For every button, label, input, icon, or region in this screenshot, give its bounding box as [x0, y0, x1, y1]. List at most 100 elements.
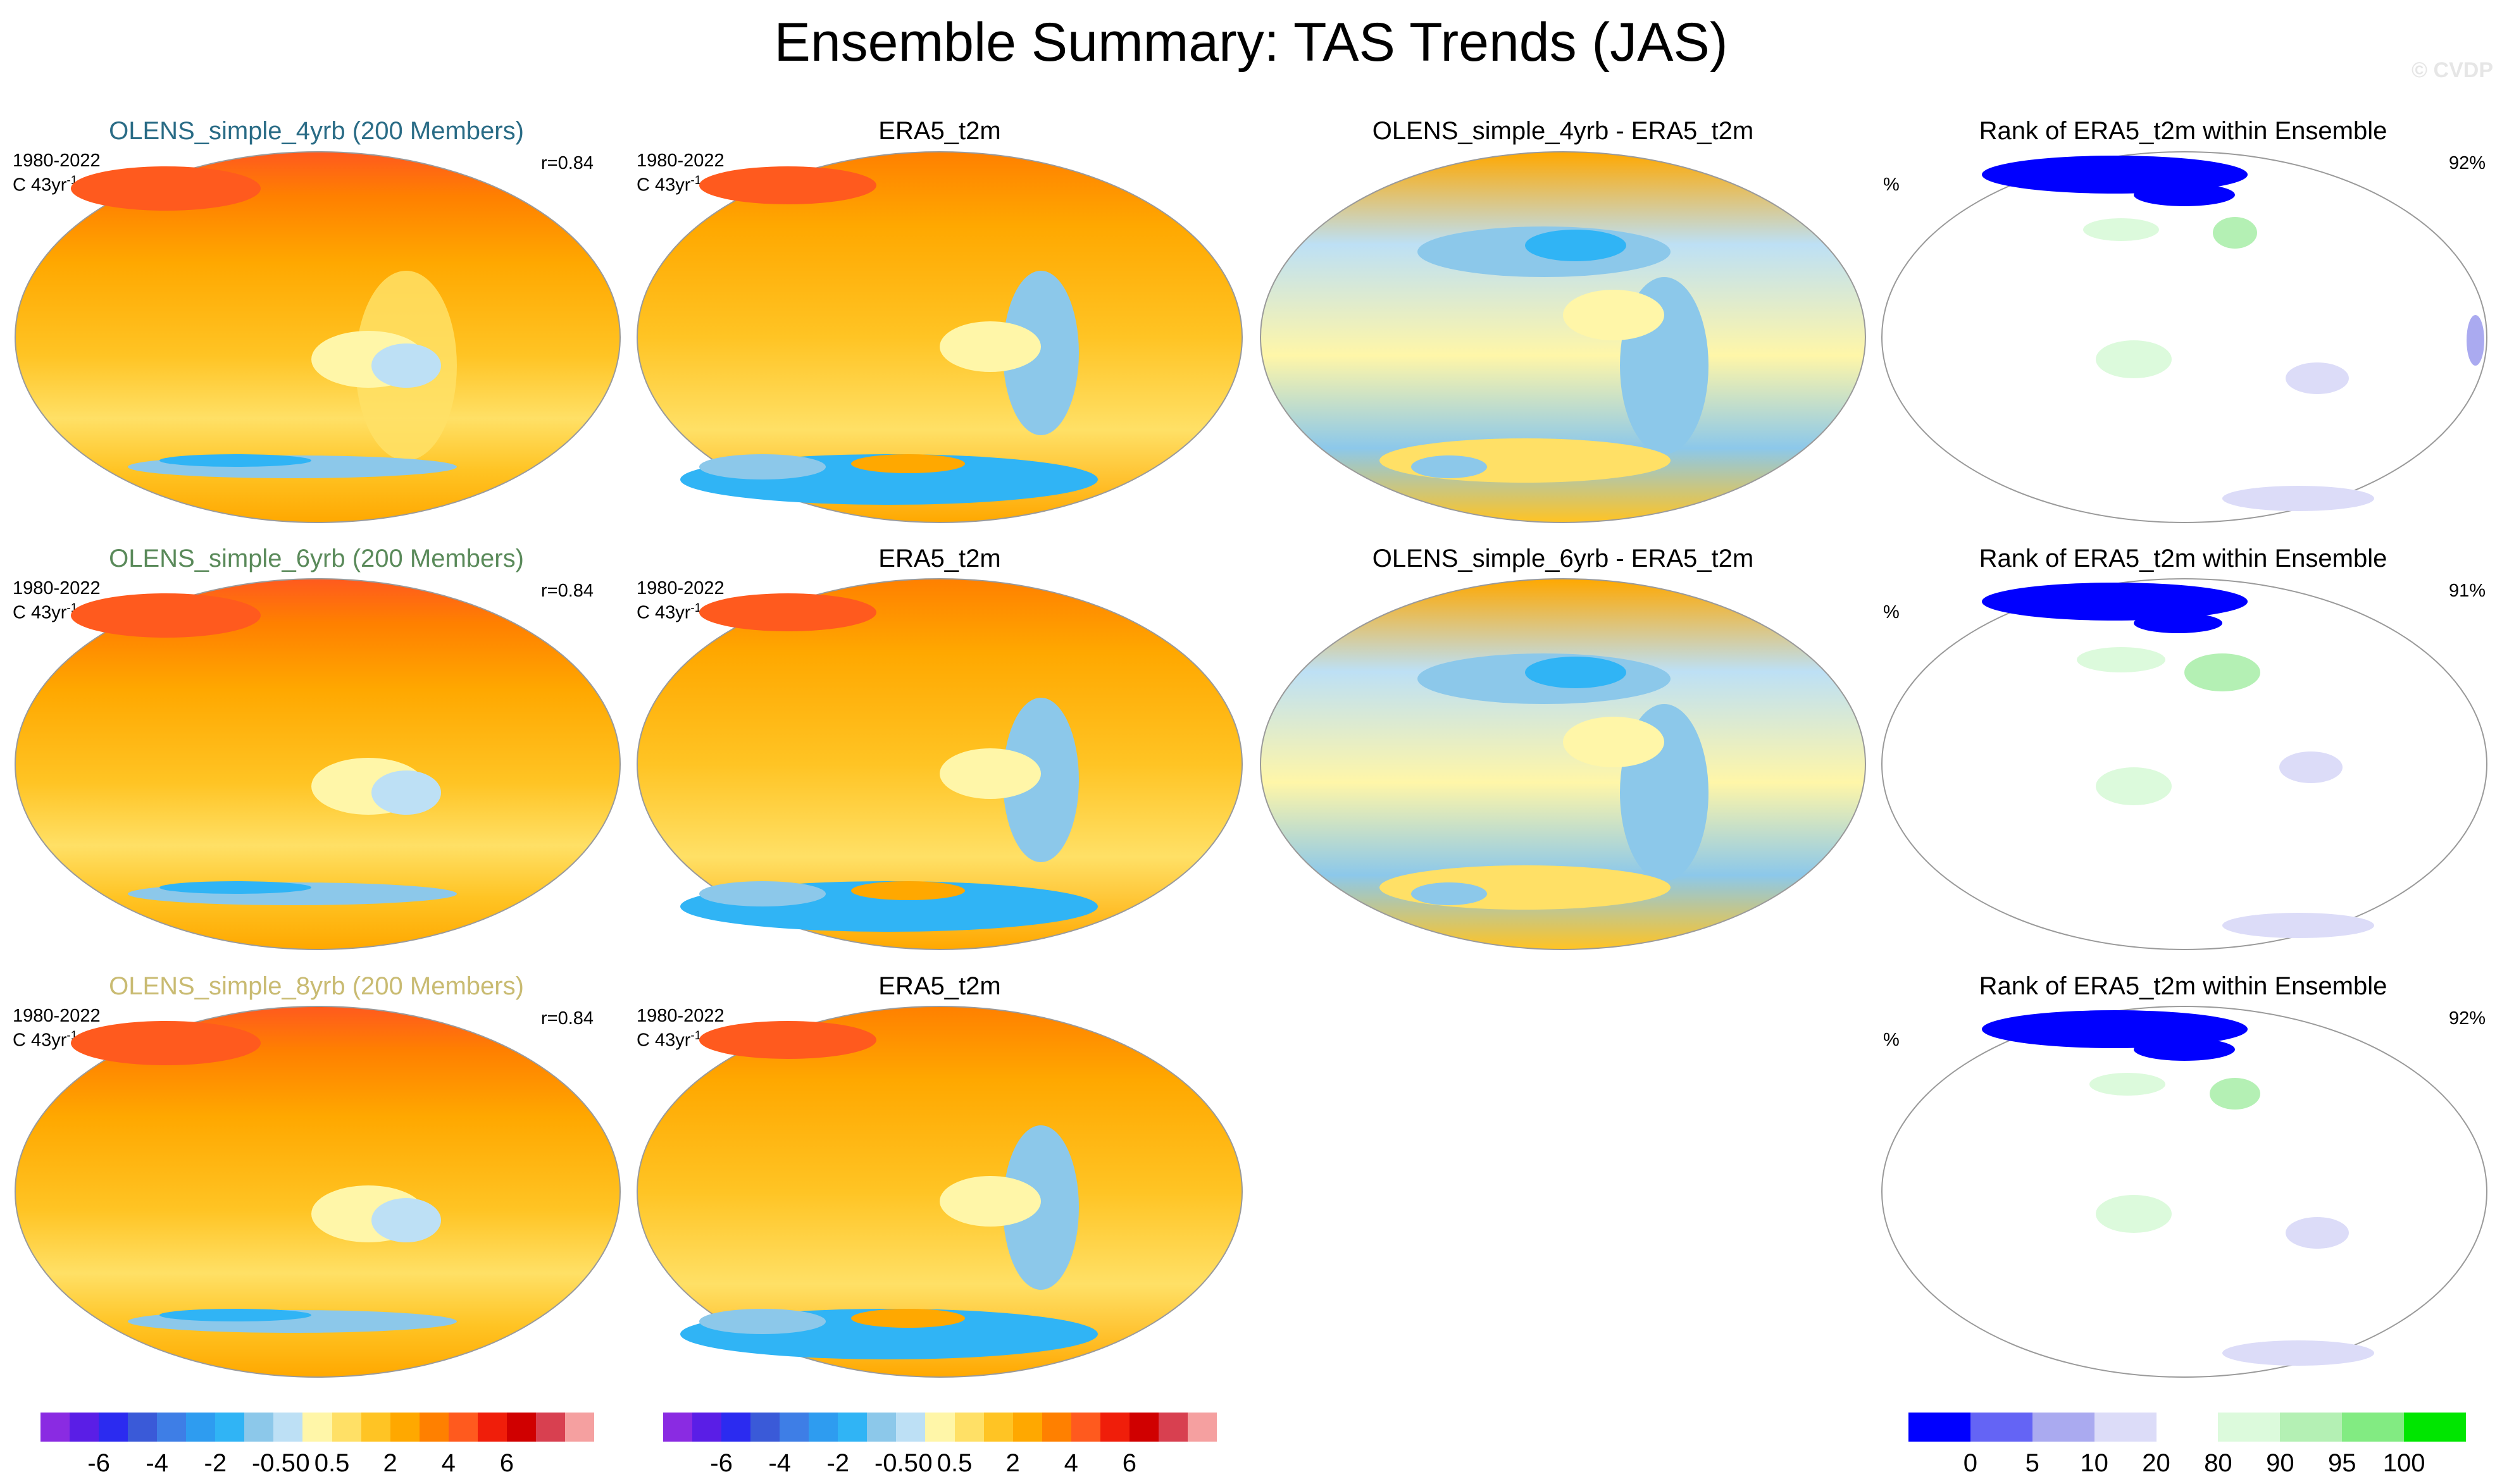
colorbar-swatch — [128, 1413, 158, 1442]
colorbar-swatch — [506, 1413, 537, 1442]
colorbar-swatch — [1129, 1413, 1159, 1442]
ensemble-mean-map-2 — [15, 578, 621, 950]
colorbar-swatch — [186, 1413, 216, 1442]
obs-units-label-3: C 43yr-1 — [637, 1029, 702, 1051]
colorbar-swatch — [361, 1413, 391, 1442]
colorbar-swatch — [1908, 1413, 1971, 1442]
colorbar-swatch — [419, 1413, 449, 1442]
colorbar-tick-label: -0.5 — [251, 1449, 296, 1477]
units-label-1: C 43yr-1 — [13, 174, 78, 195]
ensemble-mean-map-3 — [15, 1006, 621, 1378]
colorbar-tick-label: -4 — [768, 1449, 791, 1477]
difference-map-2 — [1260, 578, 1866, 950]
colorbar-swatch — [302, 1413, 333, 1442]
colorbar-tick-label: 0.5 — [937, 1449, 973, 1477]
colorbar-tick-label: 95 — [2327, 1449, 2356, 1477]
colorbar-swatch — [1187, 1413, 1217, 1442]
colorbar-swatch — [1071, 1413, 1101, 1442]
colorbar-swatch — [2342, 1413, 2405, 1442]
rank-percentage-1: 92% — [2449, 153, 2486, 173]
colorbar-tick-label: 20 — [2142, 1449, 2170, 1477]
colorbar-tick-label: 6 — [499, 1449, 514, 1477]
ensemble-panel-title-2: OLENS_simple_6yrb (200 Members) — [109, 545, 524, 572]
colorbar-swatch — [925, 1413, 955, 1442]
difference-map-1 — [1260, 151, 1866, 523]
colorbar-swatch — [809, 1413, 838, 1442]
colorbar-tick-label: 90 — [2266, 1449, 2294, 1477]
cvdp-watermark: © CVDP — [2412, 58, 2493, 82]
obs-units-label-2: C 43yr-1 — [637, 602, 702, 623]
colorbar-tick-label: 2 — [383, 1449, 397, 1477]
colorbar-tick-label: 0 — [918, 1449, 933, 1477]
rank-panel-title-2: Rank of ERA5_t2m within Ensemble — [1979, 545, 2387, 572]
colorbar-tick-label: -2 — [204, 1449, 227, 1477]
colorbar-swatch — [2280, 1413, 2343, 1442]
colorbar-swatch — [1100, 1413, 1130, 1442]
colorbar-swatch — [99, 1413, 128, 1442]
colorbar-swatch — [1012, 1413, 1043, 1442]
ensemble-panel-title-1: OLENS_simple_4yrb (200 Members) — [109, 117, 524, 145]
colorbar-swatch — [157, 1413, 187, 1442]
period-label-3: 1980-2022 — [13, 1006, 101, 1026]
units-label-3: C 43yr-1 — [13, 1029, 78, 1051]
colorbar-tick-label: -6 — [87, 1449, 110, 1477]
observed-trend-map-1 — [637, 151, 1243, 523]
rank-colorbar: 0 5 10 20 80 90 95 100 — [1908, 1413, 2467, 1477]
colorbar-swatch — [332, 1413, 362, 1442]
colorbar-tick-label: 5 — [2025, 1449, 2039, 1477]
ensemble-panel-title-3: OLENS_simple_8yrb (200 Members) — [109, 972, 524, 1000]
obs-panel-title-2: ERA5_t2m — [878, 545, 1001, 572]
obs-panel-title-1: ERA5_t2m — [878, 117, 1001, 145]
colorbar-tick-label: 0 — [1963, 1449, 1977, 1477]
rank-map-2 — [1881, 578, 2487, 950]
colorbar-swatch — [244, 1413, 274, 1442]
colorbar-swatch — [867, 1413, 897, 1442]
colorbar-tick-label: -4 — [146, 1449, 168, 1477]
obs-period-label-1: 1980-2022 — [637, 151, 725, 171]
obs-panel-title-3: ERA5_t2m — [878, 972, 1001, 1000]
rank-percentage-2: 91% — [2449, 581, 2486, 601]
diff-panel-title-1: OLENS_simple_4yrb - ERA5_t2m — [1372, 117, 1754, 145]
colorbar-swatch — [535, 1413, 566, 1442]
trend-colorbar-left: -6 -4 -2 -0.5 0 0.5 2 4 6 — [40, 1413, 595, 1477]
colorbar-swatch — [2094, 1413, 2157, 1442]
observed-trend-map-3 — [637, 1006, 1243, 1378]
rank-unit-label-3: % — [1883, 1030, 1900, 1050]
colorbar-tick-label: 80 — [2204, 1449, 2232, 1477]
colorbar-tick-label: 0.5 — [314, 1449, 350, 1477]
colorbar-swatch — [2032, 1413, 2095, 1442]
colorbar-swatch — [721, 1413, 751, 1442]
colorbar-swatch — [1158, 1413, 1188, 1442]
colorbar-tick-label: -0.5 — [874, 1449, 918, 1477]
obs-period-label-3: 1980-2022 — [637, 1006, 725, 1026]
observed-trend-map-2 — [637, 578, 1243, 950]
colorbar-swatch — [477, 1413, 507, 1442]
colorbar-tick-label: 100 — [2382, 1449, 2425, 1477]
rank-percentage-3: 92% — [2449, 1008, 2486, 1029]
colorbar-swatch — [564, 1413, 595, 1442]
rank-panel-title-3: Rank of ERA5_t2m within Ensemble — [1979, 972, 2387, 1000]
diff-panel-title-2: OLENS_simple_6yrb - ERA5_t2m — [1372, 545, 1754, 572]
period-label-1: 1980-2022 — [13, 151, 101, 171]
figure-title: Ensemble Summary: TAS Trends (JAS) — [774, 12, 1728, 73]
colorbar-swatch — [896, 1413, 926, 1442]
colorbar-swatch — [750, 1413, 780, 1442]
rank-unit-label-1: % — [1883, 175, 1900, 195]
colorbar-tick-label: 6 — [1122, 1449, 1136, 1477]
colorbar-swatch — [2156, 1413, 2219, 1442]
rank-map-1 — [1881, 151, 2487, 523]
rank-unit-label-2: % — [1883, 602, 1900, 622]
rank-map-3 — [1881, 1006, 2487, 1378]
ensemble-mean-map-1 — [15, 151, 621, 523]
rank-panel-title-1: Rank of ERA5_t2m within Ensemble — [1979, 117, 2387, 145]
obs-units-label-1: C 43yr-1 — [637, 174, 702, 195]
obs-period-label-2: 1980-2022 — [637, 578, 725, 598]
colorbar-swatch — [40, 1413, 70, 1442]
colorbar-swatch — [1042, 1413, 1072, 1442]
colorbar-tick-label: -6 — [710, 1449, 733, 1477]
pattern-correlation-3: r=0.84 — [541, 1008, 594, 1029]
pattern-correlation-1: r=0.84 — [541, 153, 594, 173]
colorbar-swatch — [780, 1413, 809, 1442]
colorbar-tick-label: 0 — [296, 1449, 310, 1477]
colorbar-swatch — [954, 1413, 985, 1442]
